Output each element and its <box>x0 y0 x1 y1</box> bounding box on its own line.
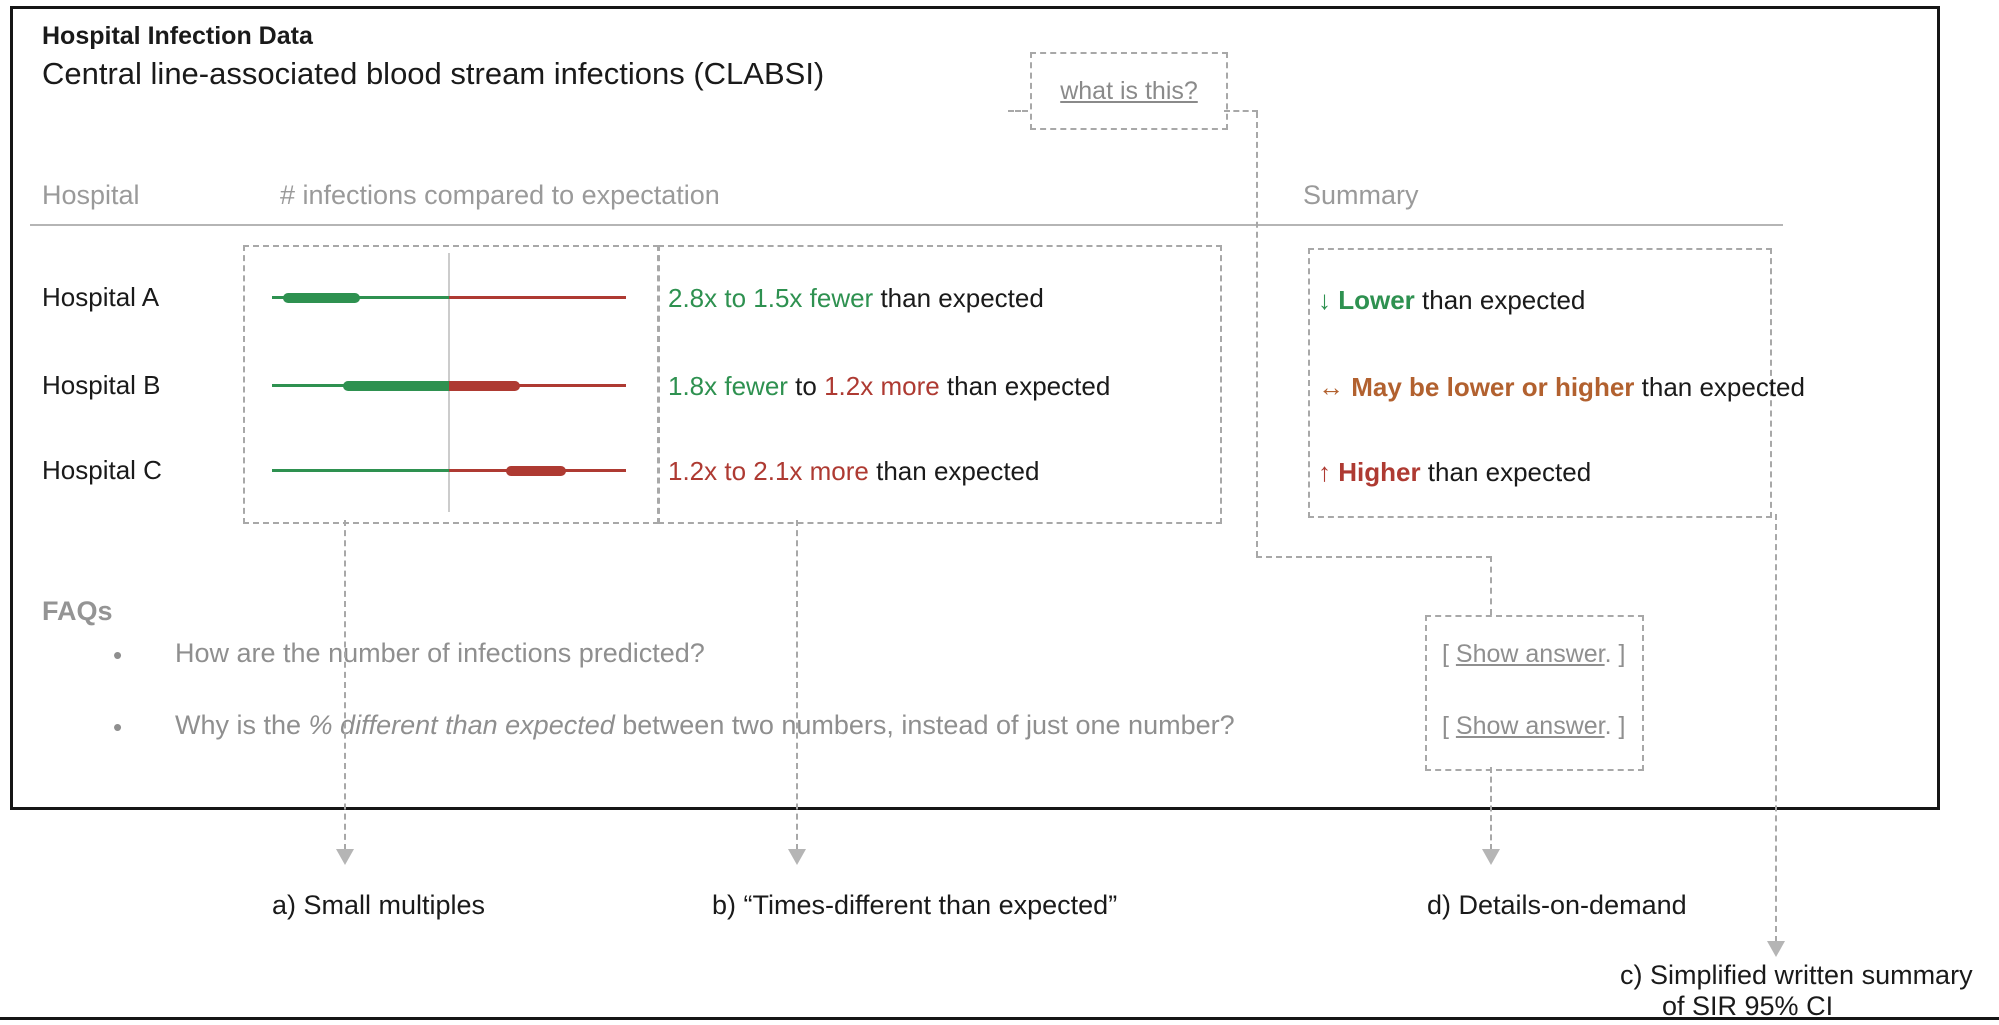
ci-row-hospital-b <box>272 376 626 396</box>
faq-heading: FAQs <box>42 596 113 626</box>
connector-what-is-this-down <box>1256 112 1258 557</box>
faq-q2-italic: % different than expected <box>308 710 615 740</box>
faq-question-2: Why is the % different than expected bet… <box>175 710 1235 741</box>
bullet-icon: • <box>113 640 123 670</box>
summary-rest: than expected <box>1634 372 1805 402</box>
ci-thin-line-more <box>449 384 626 387</box>
ci-row-hospital-a <box>272 288 626 308</box>
ci-text-fewer: 1.8x fewer <box>668 371 788 401</box>
ci-thick-bar-fewer <box>282 293 361 303</box>
hospital-row-label: Hospital C <box>42 455 162 485</box>
ci-text-fewer: 2.8x to 1.5x fewer <box>668 283 874 313</box>
ci-thin-line-fewer <box>272 296 449 299</box>
summary-keyword: Higher <box>1338 457 1421 487</box>
up-arrow-icon: ↑ <box>1318 457 1331 487</box>
ci-text-more: 1.2x to 2.1x more <box>668 456 869 486</box>
column-header-infections: # infections compared to expectation <box>280 180 720 210</box>
faq-q2-post: between two numbers, instead of just one… <box>614 710 1235 740</box>
down-arrow-icon: ↓ <box>1318 285 1331 315</box>
page-subtitle: Central line-associated blood stream inf… <box>42 56 825 91</box>
ci-thick-bar-more <box>505 466 566 476</box>
ci-thin-line-more <box>449 296 626 299</box>
what-is-this-button[interactable]: what is this? <box>1030 52 1228 130</box>
arrow-down-icon <box>336 849 354 865</box>
ci-row-hospital-c <box>272 461 626 481</box>
faq-question-1: How are the number of infections predict… <box>175 638 705 668</box>
bullet-icon: • <box>113 712 123 742</box>
ci-text-more: 1.2x more <box>824 371 940 401</box>
show-answer-link[interactable]: Show answer <box>1455 712 1605 740</box>
column-header-hospital: Hospital <box>42 180 140 210</box>
ci-text-hospital-b: 1.8x fewer to 1.2x more than expected <box>668 371 1110 402</box>
summary-row-higher: ↑ Higher than expected <box>1318 457 1591 488</box>
annotation-b-label: b) “Times-different than expected” <box>712 890 1118 920</box>
header-divider <box>30 224 1783 226</box>
bracket-close: . ] <box>1604 712 1626 740</box>
ci-text-rest: than expected <box>868 456 1040 486</box>
ci-text-rest: than expected <box>939 371 1111 401</box>
column-header-summary: Summary <box>1303 180 1419 210</box>
show-answer-link[interactable]: Show answer <box>1455 640 1605 668</box>
ci-plot <box>272 245 626 520</box>
ci-text-mid: to <box>787 371 825 401</box>
show-answer-button-1[interactable]: [ Show answer. ] <box>1442 640 1625 669</box>
callout-box-details-on-demand <box>1425 615 1644 771</box>
summary-rest: than expected <box>1414 285 1586 315</box>
show-answer-button-2[interactable]: [ Show answer. ] <box>1442 712 1625 741</box>
page-title: Hospital Infection Data <box>42 22 313 50</box>
annotation-d-label: d) Details-on-demand <box>1427 890 1687 920</box>
summary-row-lower: ↓ Lower than expected <box>1318 285 1585 316</box>
connector-into-box-d <box>1490 556 1492 615</box>
arrow-down-icon <box>788 849 806 865</box>
what-is-this-left-tick <box>1008 110 1028 112</box>
arrow-down-icon <box>1767 941 1785 957</box>
ci-thin-line-fewer <box>272 469 449 472</box>
what-is-this-link[interactable]: what is this? <box>1060 76 1198 105</box>
leader-line-d <box>1490 767 1492 850</box>
bracket-open: [ <box>1442 640 1456 668</box>
ci-text-hospital-c: 1.2x to 2.1x more than expected <box>668 456 1039 487</box>
ci-thick-bar-more <box>449 381 520 391</box>
hospital-row-label: Hospital A <box>42 282 160 312</box>
ci-text-hospital-a: 2.8x to 1.5x fewer than expected <box>668 283 1044 314</box>
leader-line-c <box>1775 514 1777 942</box>
figure-bottom-border <box>0 1017 1999 1020</box>
ci-thick-bar-fewer <box>342 381 449 391</box>
leader-line-a <box>344 520 346 850</box>
annotation-a-label: a) Small multiples <box>272 890 486 920</box>
ci-text-rest: than expected <box>873 283 1044 313</box>
summary-rest: than expected <box>1420 457 1592 487</box>
annotation-c-label-line2: of SIR 95% CI <box>1662 991 1834 1021</box>
bracket-open: [ <box>1442 712 1456 740</box>
faq-q2-pre: Why is the <box>175 710 309 740</box>
summary-row-may-be: ↔ May be lower or higher than expected <box>1318 372 1805 403</box>
hospital-row-label: Hospital B <box>42 370 161 400</box>
leader-line-b <box>796 520 798 850</box>
connector-jog-right <box>1256 556 1492 558</box>
summary-keyword: Lower <box>1338 285 1415 315</box>
annotation-c-label-line1: c) Simplified written summary <box>1620 960 1973 990</box>
main-panel <box>10 6 1940 810</box>
bracket-close: . ] <box>1604 640 1626 668</box>
callout-box-times-different <box>658 245 1222 524</box>
connector-what-is-this-stub <box>1224 110 1258 112</box>
summary-keyword: May be lower or higher <box>1351 372 1635 402</box>
arrow-down-icon <box>1482 849 1500 865</box>
left-right-arrow-icon: ↔ <box>1318 372 1344 402</box>
callout-box-summary <box>1308 248 1772 518</box>
